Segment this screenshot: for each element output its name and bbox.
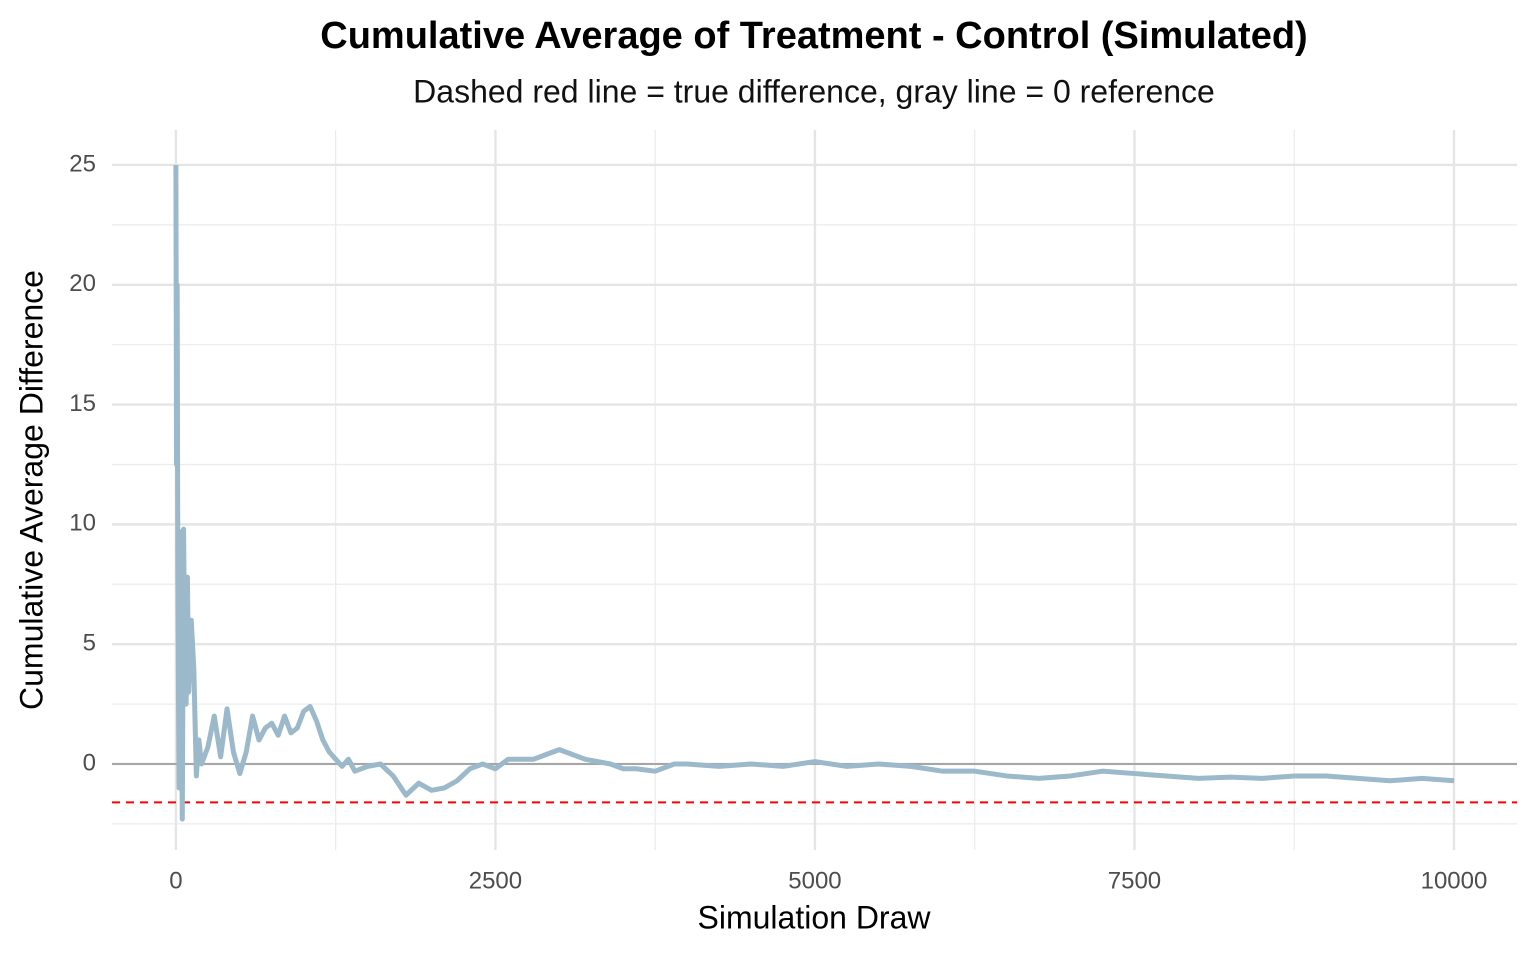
data-line (173, 164, 1455, 822)
x-tick-label: 7500 (1108, 867, 1161, 894)
x-axis-label: Simulation Draw (698, 899, 932, 935)
chart-subtitle: Dashed red line = true difference, gray … (413, 73, 1215, 109)
y-tick-label: 10 (69, 510, 96, 537)
y-tick-label: 25 (69, 150, 96, 177)
y-tick-label: 15 (69, 390, 96, 417)
x-tick-label: 5000 (788, 867, 841, 894)
y-tick-label: 20 (69, 270, 96, 297)
x-tick-label: 0 (169, 867, 182, 894)
x-tick-label: 2500 (469, 867, 522, 894)
y-tick-label: 0 (83, 749, 96, 776)
y-axis-label: Cumulative Average Difference (13, 270, 49, 710)
y-tick-label: 5 (83, 630, 96, 657)
x-tick-label: 10000 (1421, 867, 1488, 894)
chart-title: Cumulative Average of Treatment - Contro… (320, 15, 1307, 57)
